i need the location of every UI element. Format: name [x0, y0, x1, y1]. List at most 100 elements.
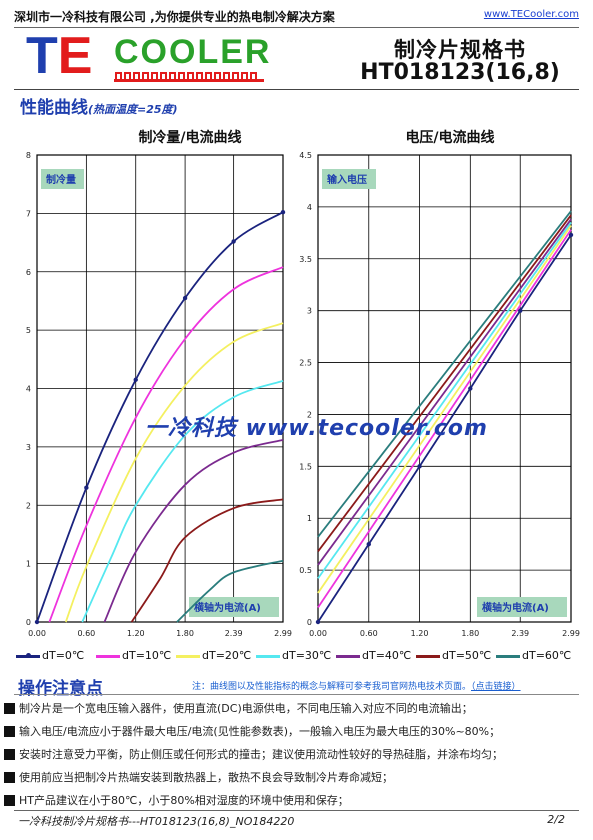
legend-swatch [336, 655, 360, 658]
performance-title: 性能曲线 [20, 98, 88, 118]
list-item: 安装时注意受力平衡，防止侧压或任何形式的撞击；建议使用流动性较好的导热硅脂，并涂… [4, 746, 589, 769]
cooling-series-line [81, 380, 284, 623]
voltage-series-point [417, 464, 422, 469]
voltage-plot-frame [317, 154, 572, 623]
legend-swatch [256, 655, 280, 658]
legend-label: dT=30℃ [282, 649, 332, 662]
cooling-series-line [130, 498, 284, 623]
voltage-y-tick-label: 2 [307, 410, 312, 419]
page-number: 2/2 [547, 813, 565, 826]
cooling-ylabel-box [41, 169, 84, 189]
bullet-square-icon [4, 726, 15, 737]
bullet-square-icon [4, 772, 15, 783]
cooling-y-tick-label: 0 [26, 618, 31, 627]
list-item: 输入电压/电流应小于器件最大电压/电流(见性能参数表)，一般输入电压为最大电压的… [4, 723, 589, 746]
list-item: 制冷片是一个宽电压输入器件，使用直流(DC)电源供电，不同电压输入对应不同的电流… [4, 700, 589, 723]
operations-note: 注：曲线图以及性能指标的概念与解释可参考我司官网热电技术页面。（点击链接） [192, 682, 521, 692]
cooling-y-tick-label: 8 [26, 151, 31, 160]
legend-label: dT=50℃ [442, 649, 492, 662]
cooling-series-point [231, 239, 236, 244]
cooling-y-tick-label: 2 [26, 501, 31, 510]
bullet-square-icon [4, 703, 15, 714]
chart-legend: dT=0℃ dT=10℃ dT=20℃ dT=30℃ dT=40℃ dT=50℃ dT=60… [16, 648, 576, 664]
voltage-series-line [317, 214, 572, 552]
voltage-series-point [568, 232, 574, 238]
cooling-chart-title: 制冷量/电流曲线 [138, 130, 242, 146]
watermark-text: 一冷科技 www.tecooler.com [145, 416, 488, 441]
cooling-series-point [84, 485, 89, 490]
cooling-series-point [133, 377, 138, 382]
cooling-x-tick-label: 2.39 [225, 629, 243, 638]
voltage-series-line [317, 218, 572, 566]
company-logo: TE COOLER [26, 30, 269, 84]
list-item-text: 制冷片是一个宽电压输入器件，使用直流(DC)电源供电，不同电压输入对应不同的电流… [19, 702, 473, 715]
legend-label: dT=60℃ [522, 649, 572, 662]
bullet-square-icon [4, 749, 15, 760]
voltage-y-tick-label: 1 [307, 514, 312, 523]
legend-label: dT=10℃ [122, 649, 172, 662]
logo-te-mark: TE [26, 27, 93, 85]
cooling-x-tick-label: 1.80 [176, 629, 194, 638]
cooling-y-tick-label: 5 [26, 326, 31, 335]
voltage-series-point [468, 386, 473, 391]
legend-marker [26, 653, 31, 658]
list-item-text: 使用前应当把制冷片热端安装到散热器上，散热不良会导致制冷片寿命减短； [19, 771, 393, 784]
voltage-y-tick-label: 4.5 [299, 151, 312, 160]
bullet-square-icon [4, 795, 15, 806]
list-item: HT产品建议在小于80℃，小于80%相对湿度的环境中使用和保存； [4, 792, 589, 815]
legend-label: dT=0℃ [42, 649, 85, 662]
document-title: 制冷片规格书 [394, 38, 526, 62]
voltage-y-tick-label: 0 [307, 618, 312, 627]
legend-swatch [96, 655, 120, 658]
footer-document-id: 一冷科技制冷片规格书---HT018123(16,8)_NO184220 [18, 815, 295, 828]
cooling-series-point [182, 295, 188, 301]
operations-list: 制冷片是一个宽电压输入器件，使用直流(DC)电源供电，不同电压输入对应不同的电流… [4, 700, 589, 815]
list-item: 使用前应当把制冷片热端安装到散热器上，散热不良会导致制冷片寿命减短； [4, 769, 589, 792]
cooling-x-tick-label: 0.00 [28, 629, 46, 638]
cooling-xlabel-box [189, 597, 279, 617]
voltage-x-tick-label: 1.20 [411, 629, 429, 638]
list-item-text: HT产品建议在小于80℃，小于80%相对湿度的环境中使用和保存； [19, 794, 349, 807]
cooling-series-line [48, 266, 284, 623]
voltage-y-tick-label: 3.5 [299, 255, 312, 264]
voltage-series-point [315, 619, 321, 625]
voltage-series-line [317, 221, 572, 579]
cooling-series-line [176, 559, 284, 623]
voltage-y-tick-label: 2.5 [299, 359, 312, 368]
website-link[interactable]: www.TECooler.com [483, 9, 579, 20]
operations-divider [14, 694, 579, 695]
voltage-y-tick-label: 1.5 [299, 462, 312, 471]
performance-condition: (热面温度=25度) [88, 103, 178, 116]
voltage-x-tick-label: 2.99 [562, 629, 580, 638]
company-name: 深圳市一冷科技有限公司 ,为你提供专业的热电制冷解决方案 [14, 10, 335, 24]
voltage-series-line [317, 234, 572, 623]
top-bar: 深圳市一冷科技有限公司 ,为你提供专业的热电制冷解决方案 www.TECoole… [14, 8, 579, 26]
note-link[interactable]: （点击链接） [471, 682, 521, 692]
legend-label: dT=20℃ [202, 649, 252, 662]
voltage-ylabel-box [322, 169, 376, 189]
operations-title: 操作注意点 [18, 679, 103, 699]
voltage-x-tick-label: 2.39 [511, 629, 529, 638]
legend-label: dT=40℃ [362, 649, 412, 662]
cooling-x-tick-label: 0.60 [77, 629, 95, 638]
voltage-series-point [366, 541, 371, 547]
logo-cooler-text: COOLER [114, 33, 272, 71]
cooling-series-point [280, 210, 286, 215]
voltage-series-line [317, 210, 572, 538]
performance-heading: 性能曲线(热面温度=25度) [20, 93, 178, 118]
cooling-series-line [64, 322, 284, 623]
voltage-xlabel: 横轴为电流(A) [482, 601, 549, 614]
cooling-x-tick-label: 1.20 [127, 629, 145, 638]
cooling-series-point [34, 619, 40, 625]
title-divider [14, 89, 579, 90]
cooling-y-tick-label: 4 [26, 385, 31, 394]
voltage-series-line [317, 225, 572, 594]
legend-swatch [176, 655, 200, 658]
cooling-plot-frame [36, 154, 284, 623]
legend-swatch [496, 655, 520, 658]
cooling-ylabel: 制冷量 [46, 173, 76, 186]
list-item-text: 输入电压/电流应小于器件最大电压/电流(见性能参数表)，一般输入电压为最大电压的… [19, 725, 501, 738]
voltage-x-tick-label: 0.00 [309, 629, 327, 638]
cooling-y-tick-label: 7 [26, 209, 31, 218]
